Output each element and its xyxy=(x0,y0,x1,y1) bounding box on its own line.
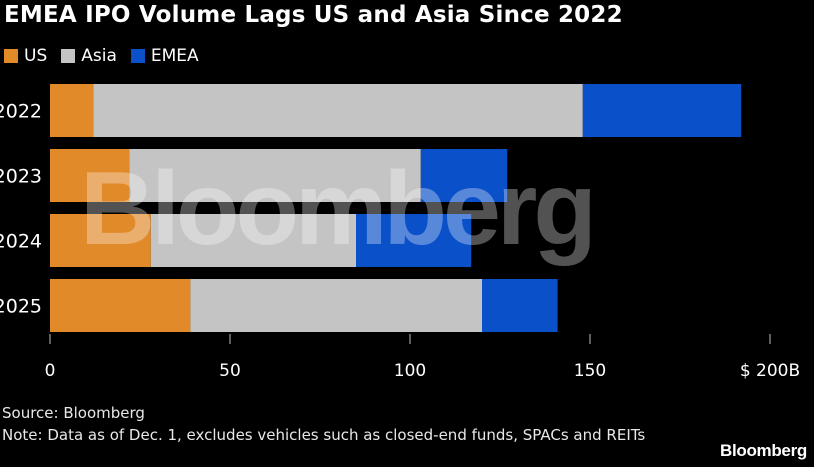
y-tick-label-2022: 2022 xyxy=(0,101,42,123)
bar-us-2024 xyxy=(50,214,151,267)
legend: US Asia EMEA xyxy=(4,46,213,66)
bar-us-2025 xyxy=(50,279,191,332)
bar-emea-2023 xyxy=(420,149,508,202)
bar-asia-2022 xyxy=(93,84,583,137)
legend-item-us: US xyxy=(4,46,47,66)
bar-asia-2024 xyxy=(150,214,356,267)
chart-title: EMEA IPO Volume Lags US and Asia Since 2… xyxy=(4,2,623,28)
bar-emea-2024 xyxy=(356,214,472,267)
bar-us-2022 xyxy=(50,84,94,137)
legend-label-emea: EMEA xyxy=(150,46,199,66)
bar-asia-2025 xyxy=(190,279,482,332)
bar-asia-2023 xyxy=(129,149,421,202)
x-tick-label-3: 150 xyxy=(574,361,606,381)
bar-emea-2022 xyxy=(582,84,742,137)
x-tick-label-1: 50 xyxy=(219,361,241,381)
legend-swatch-emea xyxy=(130,49,145,63)
legend-swatch-us xyxy=(4,49,18,63)
x-tick-label-2: 100 xyxy=(394,361,426,381)
legend-swatch-asia xyxy=(61,49,76,63)
legend-item-emea: EMEA xyxy=(130,46,199,66)
bar-emea-2025 xyxy=(482,279,558,332)
note-text: Note: Data as of Dec. 1, excludes vehicl… xyxy=(2,426,646,444)
bar-us-2023 xyxy=(50,149,130,202)
legend-item-asia: Asia xyxy=(61,46,117,66)
y-tick-label-2024: 2024 xyxy=(0,231,42,253)
legend-label-asia: Asia xyxy=(81,46,117,66)
x-tick-label-4: $ 200B xyxy=(740,361,800,381)
brand-logo: Bloomberg xyxy=(719,441,807,460)
source-text: Source: Bloomberg xyxy=(2,404,145,422)
y-tick-label-2025: 2025 xyxy=(0,296,42,318)
x-tick-label-0: 0 xyxy=(45,361,56,381)
legend-label-us: US xyxy=(24,46,48,66)
